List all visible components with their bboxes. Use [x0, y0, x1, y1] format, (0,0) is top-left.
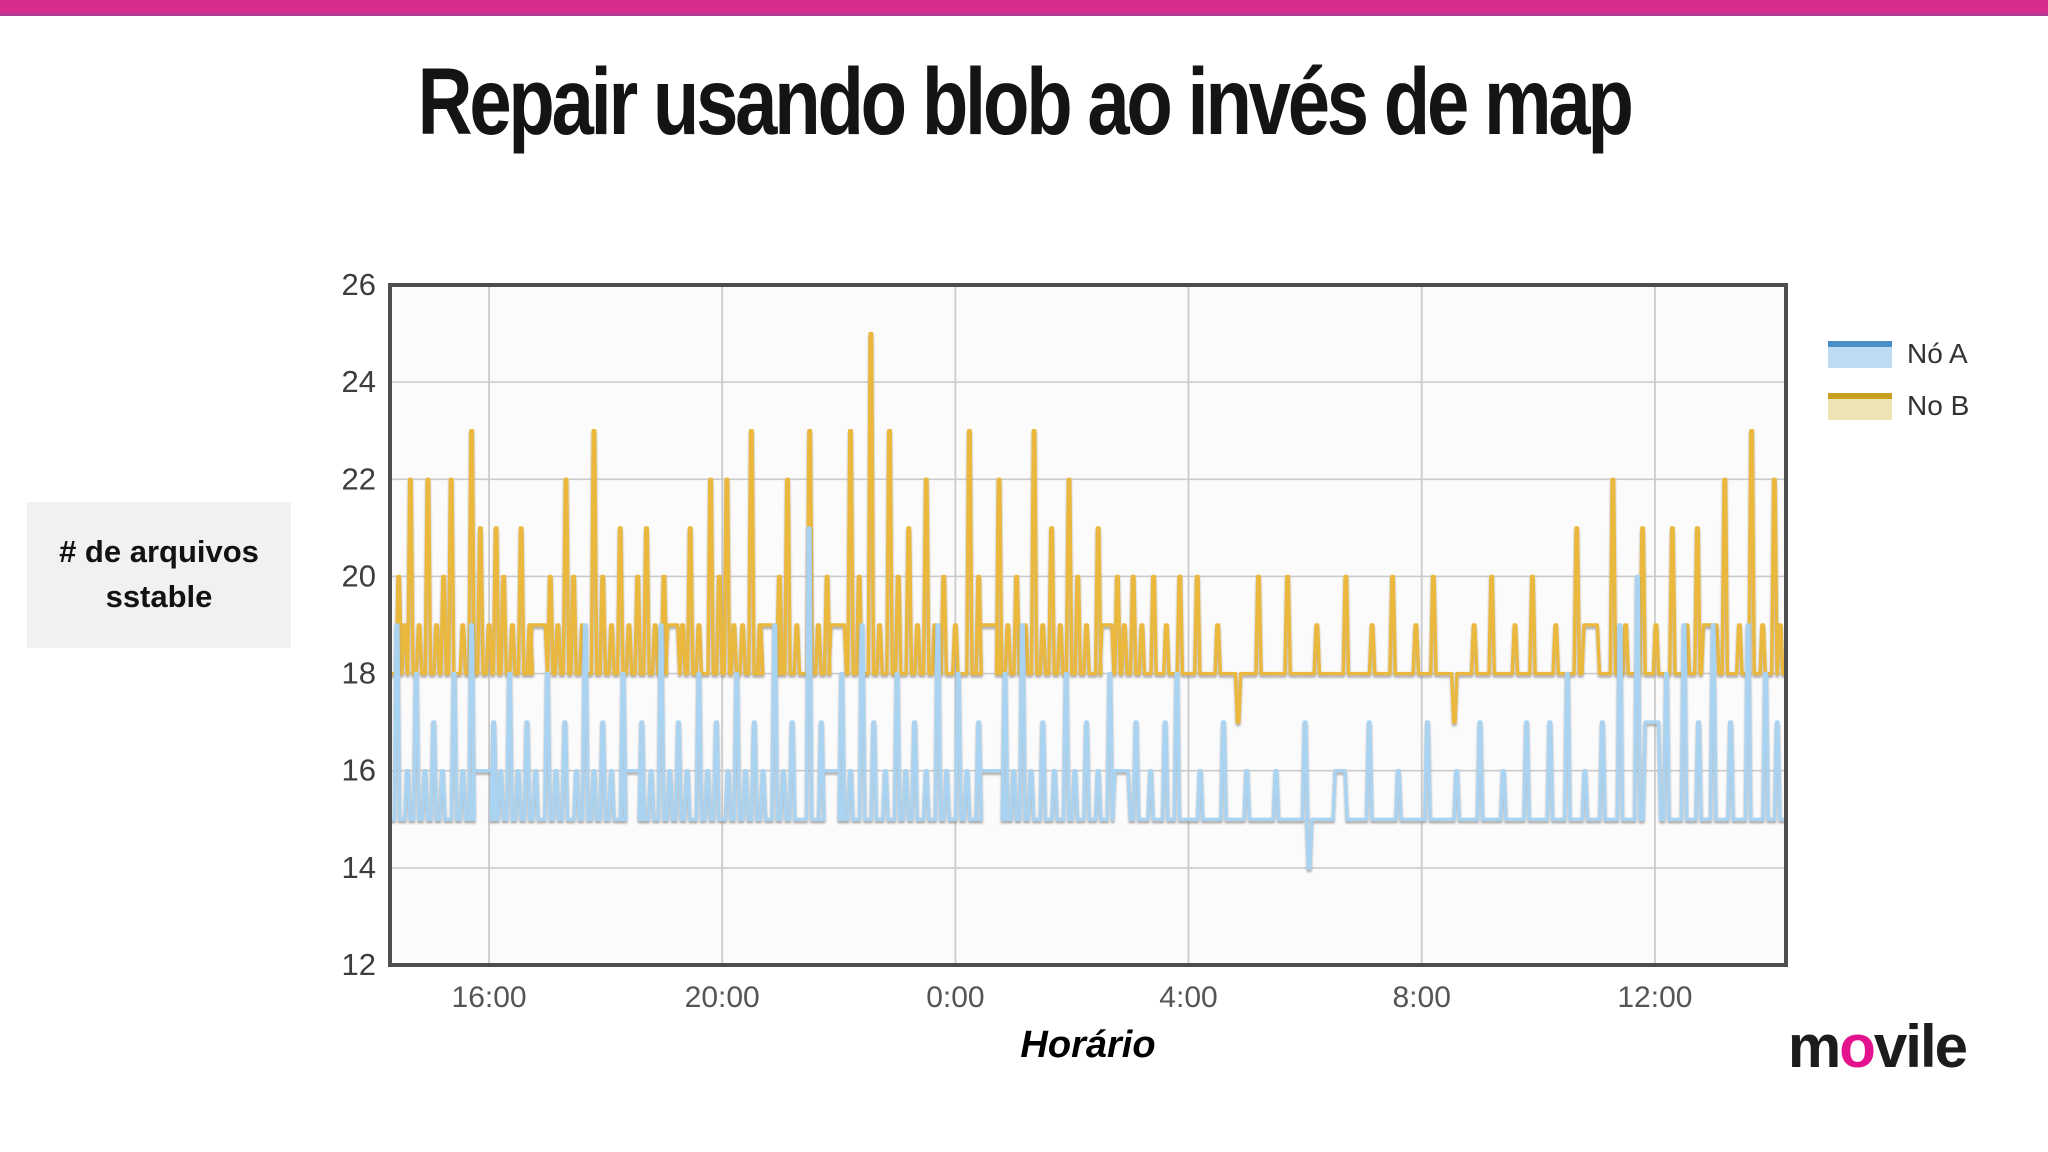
svg-text:12:00: 12:00	[1617, 981, 1692, 1014]
svg-text:20:00: 20:00	[685, 981, 760, 1014]
svg-text:16: 16	[342, 753, 376, 788]
x-axis-title: Horário	[1020, 1024, 1156, 1066]
svg-text:4:00: 4:00	[1159, 981, 1217, 1014]
svg-text:18: 18	[342, 656, 376, 691]
legend-swatch-no-b	[1828, 392, 1892, 420]
svg-text:14: 14	[342, 850, 376, 885]
page-title-text: Repair usando blob ao invés de map	[417, 49, 1633, 155]
brand-accent-bar-edge	[0, 13, 2048, 16]
svg-text:26: 26	[342, 267, 376, 302]
legend-swatch-no-a	[1828, 340, 1892, 368]
legend-item-no-b: No B	[1828, 390, 1969, 422]
page-title: Repair usando blob ao invés de map	[0, 48, 2048, 157]
svg-text:0:00: 0:00	[926, 981, 984, 1014]
svg-text:8:00: 8:00	[1393, 981, 1451, 1014]
legend-label-no-a: Nó A	[1907, 338, 1968, 369]
svg-text:12: 12	[342, 947, 376, 982]
movile-logo: movile	[1787, 1012, 1968, 1081]
chart-legend: Nó A No B	[1828, 338, 1969, 422]
svg-text:22: 22	[342, 461, 376, 496]
y-axis-label-line1: # de arquivos	[59, 534, 259, 570]
svg-text:16:00: 16:00	[452, 981, 527, 1014]
brand-accent-bar	[0, 0, 2048, 13]
legend-item-no-a: Nó A	[1828, 338, 1969, 370]
logo-vile: vile	[1873, 1013, 1968, 1080]
sstable-timeseries-chart: 16:00 20:00 0:00 4:00 8:00 12:00 12 14 16 18 20 22 2…	[342, 267, 1788, 1014]
svg-text:20: 20	[342, 558, 376, 593]
logo-o: o	[1839, 1013, 1876, 1080]
y-axis-label-box: # de arquivos sstable	[27, 502, 291, 648]
legend-label-no-b: No B	[1907, 390, 1970, 421]
y-axis-label-line2: sstable	[105, 579, 213, 614]
svg-text:24: 24	[342, 364, 376, 399]
logo-m: m	[1787, 1013, 1841, 1080]
